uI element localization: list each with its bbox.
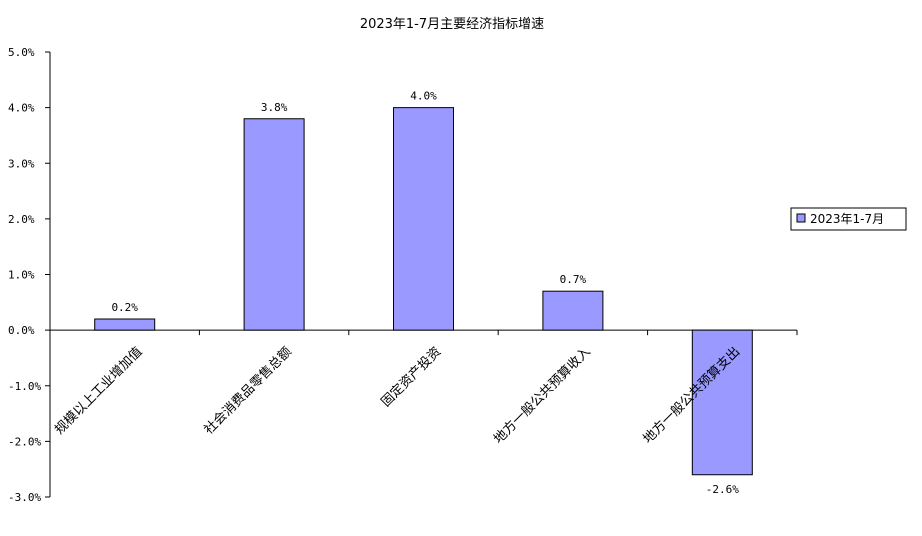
legend: 2023年1-7月 [790, 207, 907, 231]
data-label: 4.0% [410, 90, 437, 103]
y-tick-label: 1.0% [8, 269, 35, 282]
data-label: 0.2% [111, 301, 138, 314]
y-tick-label: 0.0% [8, 324, 35, 337]
bar [542, 290, 604, 331]
legend-box [790, 207, 907, 231]
y-tick-label: -3.0% [8, 491, 41, 504]
y-tick-label: -1.0% [8, 380, 41, 393]
bar [243, 118, 305, 331]
legend-label: 2023年1-7月 [810, 212, 884, 226]
category-label: 固定资产投资 [378, 344, 444, 410]
data-label: 3.8% [261, 101, 288, 114]
data-label: -2.6% [706, 483, 739, 496]
bar [94, 318, 156, 331]
legend-swatch [796, 213, 806, 223]
category-label: 社会消费品零售总额 [201, 344, 295, 438]
bar [393, 107, 454, 331]
category-label: 地方一般公共预算收入 [490, 344, 593, 447]
y-tick-label: 3.0% [8, 157, 35, 170]
y-tick-label: 5.0% [8, 46, 35, 59]
y-tick-label: -2.0% [8, 435, 41, 448]
y-tick-label: 2.0% [8, 213, 35, 226]
chart-title: 2023年1-7月主要经济指标增速 [360, 17, 544, 32]
category-label: 规模以上工业增加值 [51, 344, 145, 438]
bar [691, 329, 753, 476]
plot-area: 5.0% 4.0% 3.0% 2.0% 1.0% 0.0% -1.0% -2.0% -3.0% 0… [8, 46, 798, 504]
y-tick-label: 4.0% [8, 102, 35, 115]
data-label: 0.7% [560, 273, 587, 286]
